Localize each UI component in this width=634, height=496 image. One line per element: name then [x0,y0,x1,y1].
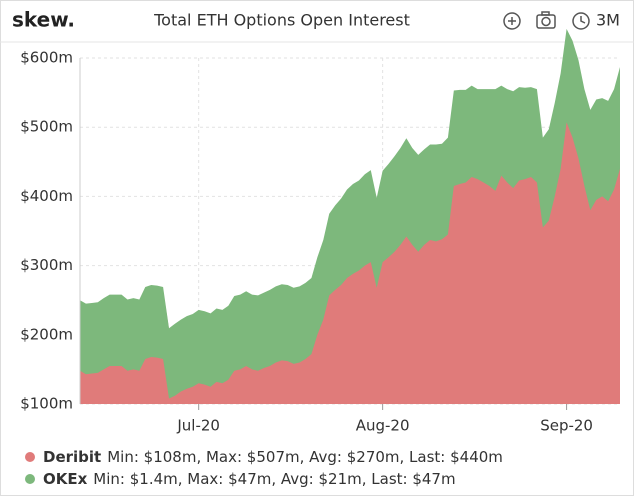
legend-item: OKEx Min: $1.4m, Max: $47m, Avg: $21m, La… [25,470,456,488]
legend-stats: Min: $108m, Max: $507m, Avg: $270m, Last… [107,448,503,466]
y-tick-label: $400m [20,187,73,205]
y-tick-label: $100m [20,395,73,413]
x-tick-label: Jul-20 [176,417,220,435]
area [80,28,620,399]
legend-text: OKEx Min: $1.4m, Max: $47m, Avg: $21m, La… [43,470,456,488]
legend-stats: Min: $1.4m, Max: $47m, Avg: $21m, Last: … [93,470,455,488]
legend-item: Deribit Min: $108m, Max: $507m, Avg: $270… [25,448,503,466]
y-tick-label: $200m [20,325,73,343]
zoom-icon[interactable] [503,12,521,30]
brand: skew. [12,8,75,32]
camera-icon[interactable] [536,11,556,29]
range-button[interactable]: 3M [596,11,620,30]
y-tick-label: $600m [20,49,73,67]
x-tick-label: Sep-20 [540,417,593,435]
legend-name: Deribit [43,448,101,466]
legend-swatch [25,452,35,462]
legend-text: Deribit Min: $108m, Max: $507m, Avg: $270… [43,448,503,466]
y-tick-label: $300m [20,256,73,274]
y-tick-label: $500m [20,118,73,136]
x-tick-label: Aug-20 [356,417,410,435]
legend-swatch [25,474,35,484]
chart-title: Total ETH Options Open Interest [153,11,410,30]
legend-name: OKEx [43,470,88,488]
clock-icon[interactable] [572,12,590,30]
